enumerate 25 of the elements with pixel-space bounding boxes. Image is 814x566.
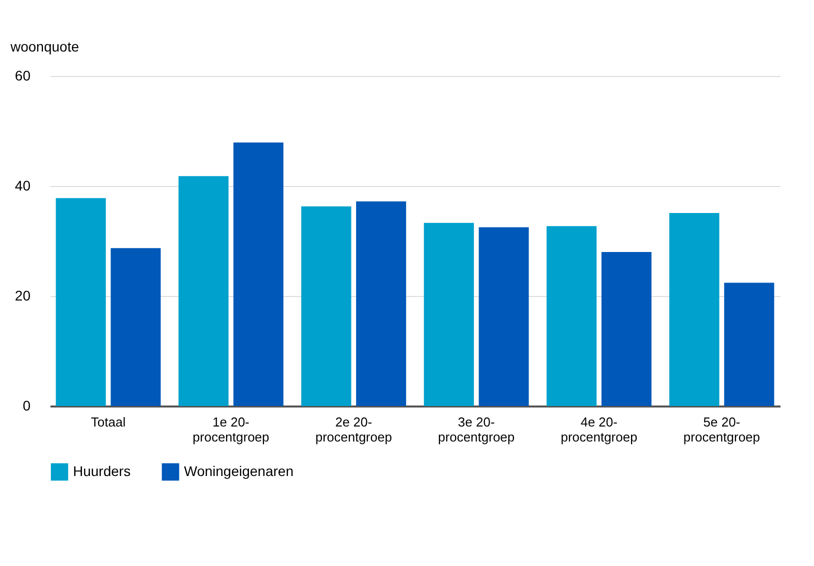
bar [669, 212, 720, 406]
bar [56, 198, 106, 406]
y-tick-label: 20 [14, 288, 31, 304]
y-tick-label: 40 [14, 178, 31, 194]
y-axis-title: woonquote [10, 38, 80, 54]
bar [724, 282, 774, 406]
x-tick-label: 5e 20-procentgroep [683, 414, 760, 444]
y-tick-label: 60 [14, 68, 31, 84]
bar [424, 222, 474, 406]
x-tick-label: 1e 20-procentgroep [192, 414, 270, 444]
bar [233, 142, 284, 406]
bar [478, 227, 529, 406]
bar [178, 176, 229, 406]
x-tick-label: 3e 20-procentgroep [438, 414, 515, 444]
x-tick-label: 4e 20-procentgroep [560, 414, 638, 444]
bar [301, 206, 352, 406]
bar [546, 226, 597, 406]
bar [110, 248, 161, 406]
y-tick-label: 0 [22, 398, 31, 414]
x-tick-label: Totaal [90, 414, 126, 430]
x-tick-label: 2e 20-procentgroep [315, 414, 392, 444]
bar [601, 252, 652, 406]
legend-label: Huurders [73, 462, 131, 479]
bar [356, 201, 406, 406]
legend-label: Woningeigenaren [184, 462, 294, 479]
